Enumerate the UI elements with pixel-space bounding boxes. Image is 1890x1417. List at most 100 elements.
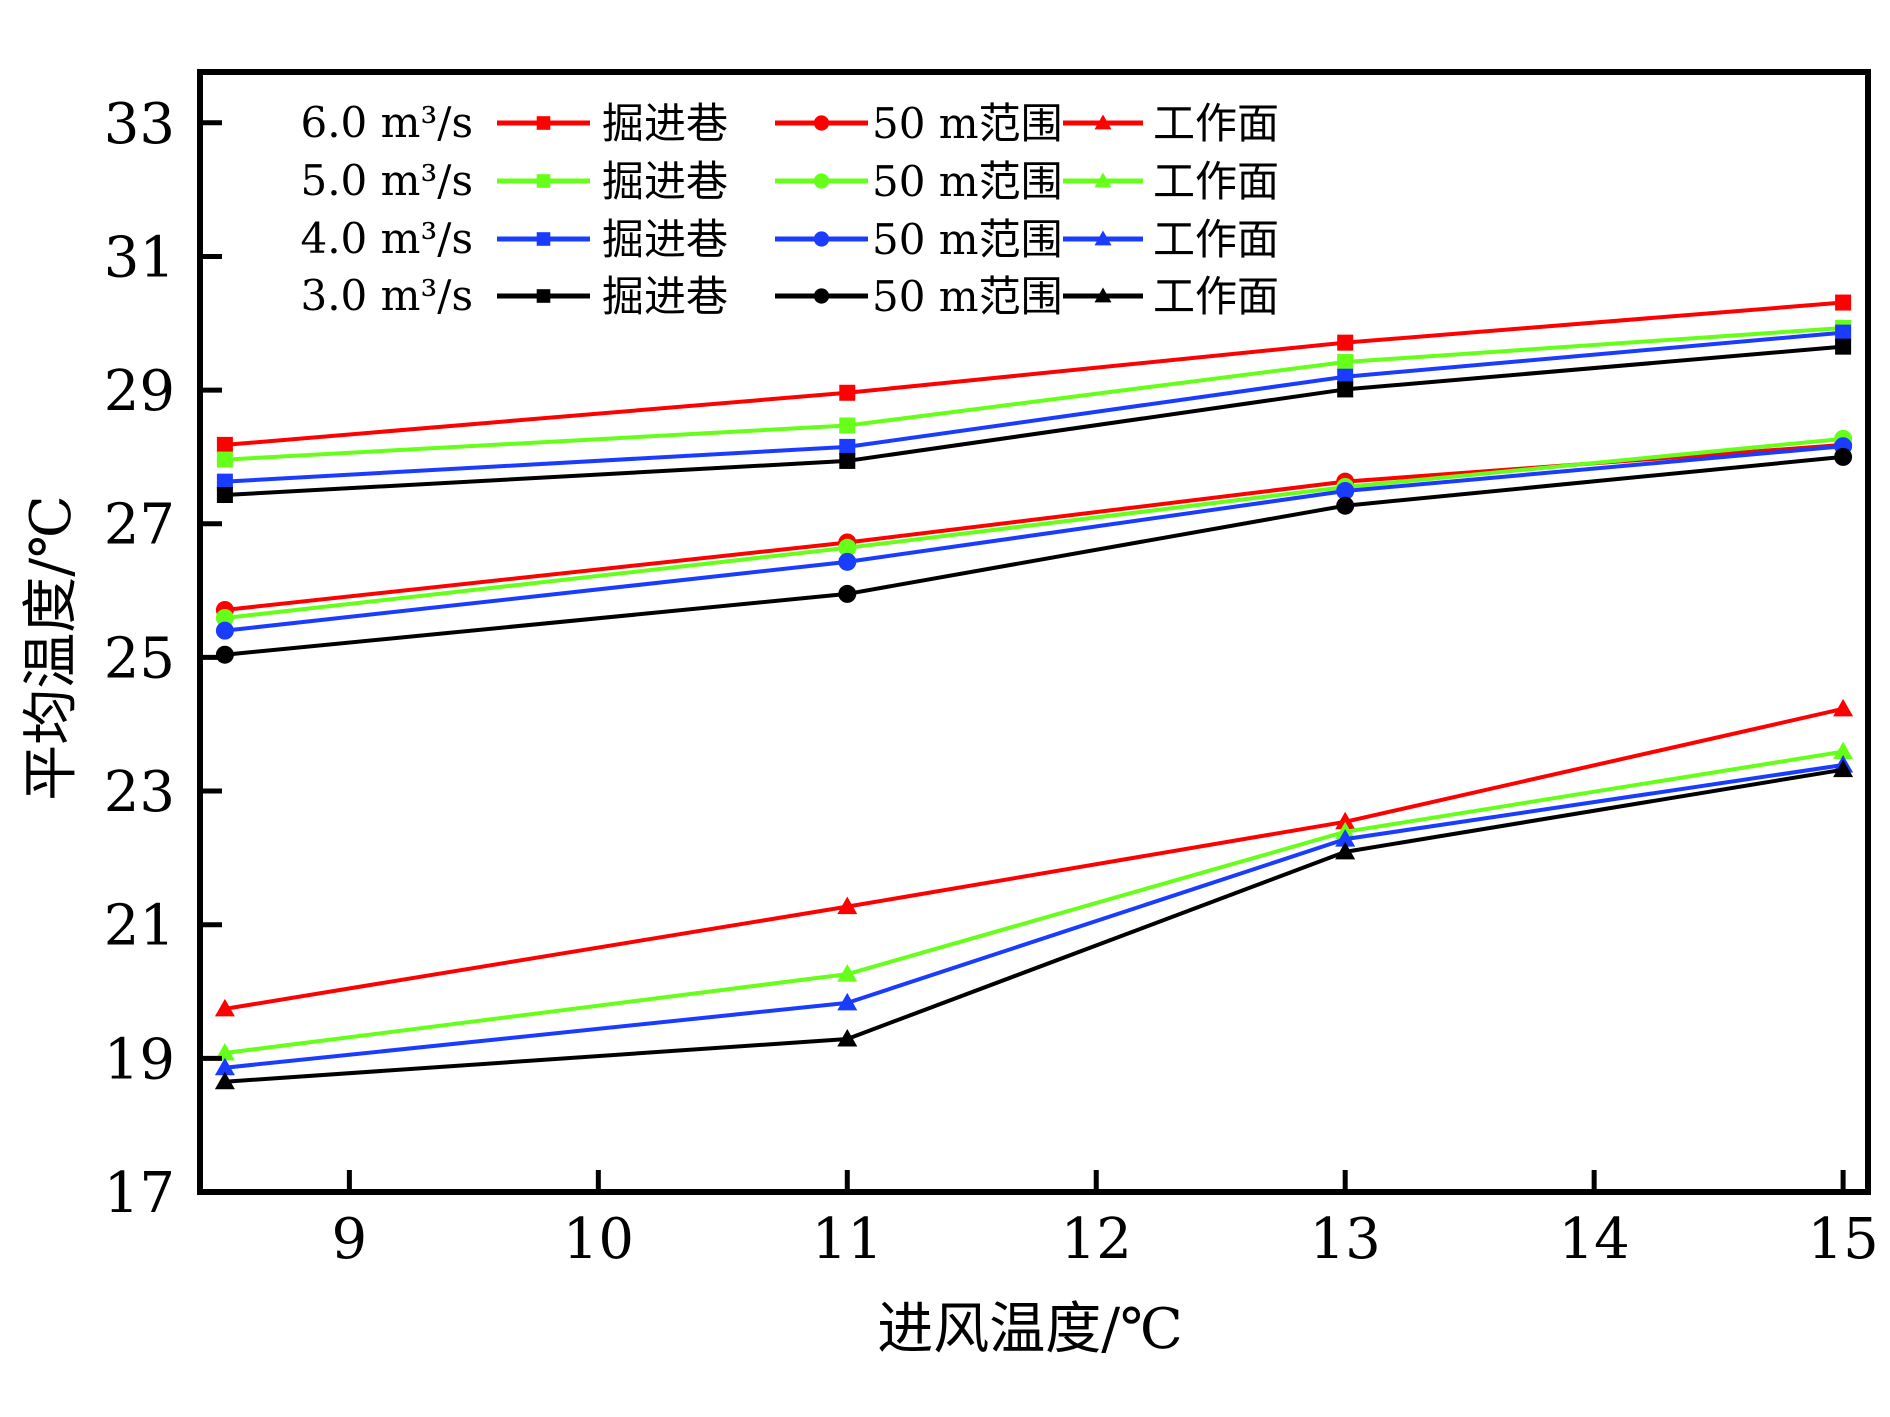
circle-marker: [1834, 447, 1853, 466]
triangle-marker: [1094, 230, 1112, 246]
square-marker: [1835, 338, 1852, 355]
y-tick-label: 25: [104, 626, 175, 691]
legend-item: 工作面: [1063, 157, 1279, 206]
square-marker: [536, 232, 551, 246]
square-marker: [839, 438, 856, 455]
y-tick-label: 27: [104, 493, 175, 558]
square-marker: [216, 487, 233, 504]
circle-marker: [813, 173, 830, 189]
x-tick-label: 15: [1807, 1207, 1878, 1272]
square-marker: [1337, 368, 1354, 385]
legend-location-label: 掘进巷: [602, 99, 728, 148]
legend-flow-label: 4.0 m³/s: [300, 214, 473, 263]
series-line: [224, 444, 1844, 633]
series: [216, 294, 1852, 453]
square-marker: [839, 384, 856, 401]
series-line: [224, 706, 1844, 1011]
triangle-marker: [1335, 829, 1356, 847]
legend-location-label: 50 m范围: [872, 272, 1063, 321]
x-tick-label: 11: [812, 1207, 883, 1272]
legend-flow-label: 6.0 m³/s: [300, 98, 473, 147]
legend-location-label: 掘进巷: [602, 157, 728, 206]
legend-location-label: 工作面: [1153, 99, 1279, 148]
triangle-marker: [1833, 698, 1854, 717]
y-axis-title: 平均温度/℃: [19, 495, 84, 801]
legend-location-label: 掘进巷: [602, 215, 728, 264]
legend-item: 掘进巷: [497, 157, 728, 206]
series-line: [224, 763, 1844, 1070]
legend-row: 3.0 m³/s 掘进巷 50 m范围 工作面: [300, 271, 1279, 321]
legend-flow-label: 3.0 m³/s: [300, 271, 473, 320]
triangle-marker: [214, 1057, 235, 1076]
square-marker: [1337, 381, 1354, 398]
legend-item: 50 m范围: [775, 215, 1063, 264]
triangle-marker: [1094, 287, 1112, 303]
legend-location-label: 50 m范围: [872, 215, 1063, 264]
y-tick-label: 31: [104, 225, 175, 290]
series: [215, 429, 1853, 627]
x-axis-title: 进风温度/℃: [877, 1297, 1183, 1362]
square-marker: [536, 289, 551, 303]
square-marker: [1835, 294, 1852, 311]
circle-marker: [215, 608, 234, 627]
triangle-marker: [1335, 811, 1356, 830]
legend-item: 50 m范围: [775, 272, 1063, 321]
series: [215, 437, 1853, 640]
y-tick-label: 17: [104, 1161, 175, 1226]
square-marker: [216, 436, 233, 453]
series-line: [224, 330, 1844, 484]
circle-marker: [813, 288, 830, 304]
triangle-marker: [1094, 172, 1112, 188]
x-tick-label: 10: [563, 1207, 634, 1272]
legend-item: 掘进巷: [497, 215, 728, 264]
series: [216, 319, 1852, 468]
square-marker: [839, 452, 856, 469]
y-tick-label: 29: [104, 359, 175, 424]
legend-row: 4.0 m³/s 掘进巷 50 m范围 工作面: [300, 214, 1279, 264]
circle-marker: [838, 584, 857, 603]
axis-ticks: 9 10 11 12 13 14 15 17 19 21 23 25 27 29 31 33: [104, 92, 1879, 1272]
plot-frame: [197, 69, 1871, 1195]
circle-marker: [813, 231, 830, 247]
triangle-marker: [1833, 759, 1854, 778]
series-layer: [214, 294, 1854, 1090]
triangle-marker: [837, 964, 858, 982]
legend-item: 掘进巷: [497, 272, 728, 321]
series: [214, 741, 1854, 1061]
series: [216, 338, 1852, 504]
square-marker: [1835, 324, 1852, 341]
series-line: [224, 344, 1844, 498]
circle-marker: [215, 645, 234, 664]
legend-item: 掘进巷: [497, 99, 728, 148]
square-marker: [216, 473, 233, 490]
legend-item: 工作面: [1063, 272, 1279, 321]
circle-marker: [813, 115, 830, 131]
square-marker: [839, 417, 856, 434]
triangle-marker: [837, 992, 858, 1011]
triangle-marker: [214, 1071, 235, 1090]
triangle-marker: [214, 998, 235, 1017]
legend-location-label: 50 m范围: [872, 99, 1063, 148]
legend-item: 50 m范围: [775, 157, 1063, 206]
x-tick-label: 13: [1310, 1207, 1381, 1272]
square-marker: [216, 451, 233, 468]
series-line: [224, 300, 1844, 447]
square-marker: [536, 116, 551, 130]
series-line: [224, 325, 1844, 462]
circle-marker: [215, 621, 234, 640]
square-marker: [1337, 354, 1354, 371]
legend-flow-label: 5.0 m³/s: [300, 156, 473, 205]
y-tick-label: 23: [104, 760, 175, 825]
series-line: [224, 436, 1844, 620]
circle-marker: [1336, 496, 1355, 515]
series: [214, 698, 1854, 1017]
series: [215, 447, 1853, 664]
x-tick-label: 14: [1559, 1207, 1630, 1272]
legend-location-label: 工作面: [1153, 157, 1279, 206]
y-tick-label: 21: [104, 894, 175, 959]
triangle-marker: [1833, 741, 1854, 760]
triangle-marker: [837, 896, 858, 915]
triangle-marker: [1094, 114, 1112, 130]
series-line: [224, 749, 1844, 1055]
